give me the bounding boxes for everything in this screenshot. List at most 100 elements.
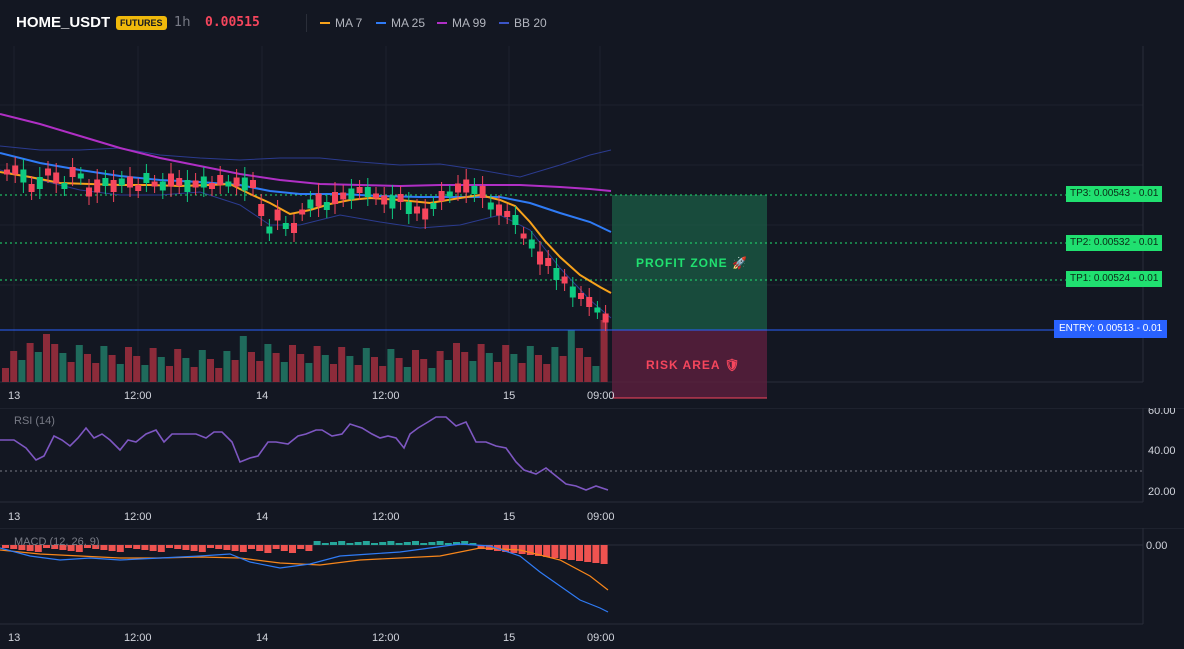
candle[interactable] [110, 180, 117, 192]
candle[interactable] [184, 180, 191, 192]
candle[interactable] [209, 183, 215, 189]
candle[interactable] [373, 193, 379, 199]
candle[interactable] [176, 178, 183, 186]
candle[interactable] [463, 179, 470, 193]
candle[interactable] [348, 188, 355, 200]
candle[interactable] [192, 180, 199, 188]
candle[interactable] [20, 169, 27, 183]
macd-chart[interactable]: 0.00 13 12:00 14 12:00 15 09:00 [0, 528, 1184, 649]
legend-ma99[interactable]: MA 99 [437, 16, 486, 30]
candle[interactable] [159, 181, 166, 191]
candle[interactable] [512, 215, 519, 225]
entry-tag[interactable]: ENTRY: 0.00513 - 0.01 [1054, 320, 1168, 338]
candle[interactable] [561, 276, 568, 284]
candle[interactable] [12, 165, 19, 175]
candle[interactable] [528, 239, 535, 249]
macd-pane[interactable]: 0.00 13 12:00 14 12:00 15 09:00 MACD (12… [0, 528, 1184, 649]
candle[interactable] [496, 204, 502, 216]
candle[interactable] [53, 172, 60, 184]
rsi-chart[interactable]: 60.00 40.00 20.00 13 12:00 14 12:00 15 0… [0, 408, 1184, 528]
candle[interactable] [389, 195, 396, 209]
candle[interactable] [602, 313, 609, 323]
candle[interactable] [241, 177, 248, 191]
candle[interactable] [127, 176, 133, 188]
candle[interactable] [381, 195, 388, 205]
candle[interactable] [250, 180, 256, 188]
volume-bar [223, 351, 231, 382]
symbol-name[interactable]: HOME_USDT [16, 14, 111, 31]
legend-ma25[interactable]: MA 25 [376, 16, 425, 30]
tp2-tag[interactable]: TP2: 0.00532 - 0.01 [1066, 235, 1163, 251]
candle[interactable] [86, 187, 92, 197]
rsi-pane[interactable]: 60.00 40.00 20.00 13 12:00 14 12:00 15 0… [0, 408, 1184, 528]
legend-swatch [376, 22, 386, 24]
candle[interactable] [151, 181, 158, 187]
tp3-tag[interactable]: TP3: 0.00543 - 0.01 [1066, 186, 1163, 202]
candle[interactable] [102, 178, 109, 186]
candle[interactable] [397, 194, 404, 202]
candle[interactable] [258, 204, 265, 216]
candle[interactable] [504, 211, 511, 217]
candle[interactable] [414, 206, 420, 214]
candle[interactable] [274, 209, 281, 221]
candle[interactable] [143, 173, 150, 183]
candle[interactable] [200, 176, 207, 188]
volume-bar [535, 355, 542, 382]
candle[interactable] [446, 191, 453, 197]
risk-zone[interactable] [612, 330, 767, 398]
candle[interactable] [307, 199, 314, 209]
candle[interactable] [69, 167, 76, 177]
candle[interactable] [553, 268, 560, 280]
macd-bar [280, 545, 288, 551]
candle[interactable] [77, 173, 84, 179]
candle[interactable] [299, 209, 306, 215]
candle[interactable] [225, 181, 232, 187]
interval-selector[interactable]: 1h [174, 15, 191, 30]
candle[interactable] [4, 169, 10, 175]
candle[interactable] [61, 183, 68, 189]
macd-bar [371, 543, 378, 545]
candle[interactable] [545, 258, 552, 266]
candle[interactable] [217, 175, 224, 185]
candle[interactable] [118, 178, 125, 186]
candle[interactable] [135, 185, 142, 191]
candle[interactable] [569, 286, 576, 298]
candle[interactable] [36, 177, 43, 189]
candle[interactable] [266, 226, 273, 234]
candle[interactable] [479, 186, 486, 198]
tp1-tag[interactable]: TP1: 0.00524 - 0.01 [1066, 271, 1163, 287]
volume-bar [461, 352, 469, 382]
candle[interactable] [323, 202, 330, 210]
price-pane[interactable]: 13 12:00 14 12:00 15 09:00 PROFIT ZONE 🚀… [0, 0, 1184, 408]
candle[interactable] [520, 233, 527, 239]
candle[interactable] [168, 173, 174, 187]
candle[interactable] [45, 168, 51, 176]
candle[interactable] [430, 203, 437, 209]
candle[interactable] [487, 202, 494, 210]
price-chart[interactable]: 13 12:00 14 12:00 15 09:00 [0, 0, 1184, 408]
candlesticks[interactable] [4, 157, 609, 331]
candle[interactable] [94, 179, 101, 193]
candle[interactable] [315, 193, 322, 207]
candle[interactable] [438, 191, 445, 201]
candle[interactable] [233, 177, 240, 187]
candle[interactable] [291, 223, 297, 233]
candle[interactable] [578, 293, 584, 299]
candle[interactable] [405, 202, 412, 214]
legend-bb20[interactable]: BB 20 [499, 16, 547, 30]
candle[interactable] [594, 307, 601, 313]
candle[interactable] [282, 223, 289, 229]
candle[interactable] [471, 186, 478, 194]
candle[interactable] [586, 297, 593, 307]
candle[interactable] [422, 208, 429, 220]
legend-ma7[interactable]: MA 7 [320, 16, 362, 30]
candle[interactable] [356, 187, 363, 193]
profit-zone[interactable] [612, 195, 767, 330]
candle[interactable] [537, 251, 543, 265]
candle[interactable] [364, 187, 371, 197]
candle[interactable] [455, 183, 461, 193]
candle[interactable] [332, 192, 338, 204]
volume-bar [518, 363, 526, 382]
candle[interactable] [340, 192, 347, 200]
candle[interactable] [28, 184, 35, 192]
